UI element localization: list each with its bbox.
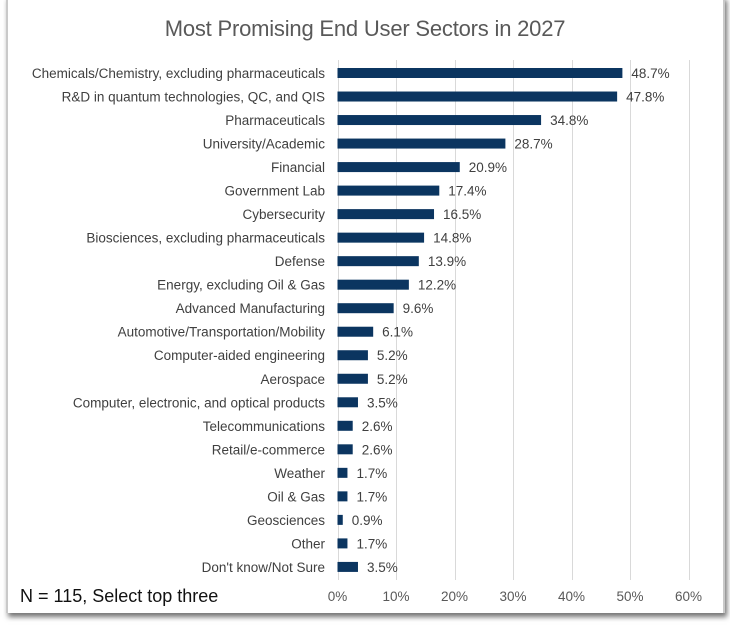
bar [337,185,440,196]
category-label: Government Lab [224,184,325,199]
bar [337,279,409,290]
category-label: Retail/e-commerce [212,442,325,457]
data-label: 0.9% [352,513,383,528]
data-label: 3.5% [367,395,398,410]
chart-title: Most Promising End User Sectors in 2027 [164,16,566,41]
category-label: Pharmaceuticals [225,113,325,128]
bar [337,326,374,337]
category-labels: Chemicals/Chemistry, excluding pharmaceu… [32,66,326,575]
data-label: 5.2% [377,372,408,387]
x-tick-label: 40% [558,589,585,604]
category-label: Geosciences [247,513,325,528]
category-label: Telecommunications [203,419,326,434]
data-label: 6.1% [382,325,413,340]
data-label: 3.5% [367,560,398,575]
category-label: Computer-aided engineering [154,348,325,363]
data-label: 48.7% [631,66,669,81]
data-label: 28.7% [514,137,552,152]
category-label: Oil & Gas [267,489,325,504]
data-label: 17.4% [448,184,486,199]
data-label: 20.9% [469,160,507,175]
category-label: Energy, excluding Oil & Gas [157,278,325,293]
category-label: Defense [275,254,325,269]
bar [337,350,368,361]
x-tick-label: 10% [382,589,409,604]
bar [337,115,542,126]
data-label: 1.7% [356,466,387,481]
bar [337,91,618,102]
data-label: 12.2% [418,278,456,293]
data-label: 16.5% [443,207,481,222]
category-label: Cybersecurity [242,207,325,222]
category-label: Aerospace [260,372,325,387]
data-label: 1.7% [356,536,387,551]
bar [337,514,343,525]
x-tick-label: 0% [328,589,348,604]
category-label: Biosciences, excluding pharmaceuticals [86,231,325,246]
x-tick-label: 60% [675,589,702,604]
category-label: Financial [271,160,325,175]
data-label: 9.6% [403,301,434,316]
x-tick-label: 50% [616,589,643,604]
bar [337,303,394,314]
bar [337,373,368,384]
bar [337,138,506,149]
data-label: 47.8% [626,90,664,105]
data-label: 2.6% [362,419,393,434]
bar [337,538,348,549]
category-label: Computer, electronic, and optical produc… [73,395,325,410]
data-label: 2.6% [362,442,393,457]
category-label: University/Academic [203,137,326,152]
bar [337,397,358,408]
sample-size-note: N = 115, Select top three [20,586,219,606]
bar [337,68,623,78]
data-label: 13.9% [428,254,466,269]
data-label: 14.8% [433,231,471,246]
bar [337,420,353,431]
data-label: 1.7% [356,489,387,504]
bar [337,561,358,572]
x-axis-tick-labels: 0% 10% 20% 30% 40% 50% 60% [328,589,702,604]
category-label: Advanced Manufacturing [176,301,325,316]
bar [337,209,435,220]
bar [337,444,353,455]
bar [337,256,419,267]
bar [337,491,348,502]
bar [337,232,425,243]
bars [337,68,623,572]
category-label: Other [291,536,325,551]
bar [337,467,348,478]
bar [337,162,460,173]
category-label: Weather [274,466,325,481]
category-label: Chemicals/Chemistry, excluding pharmaceu… [32,66,325,81]
x-tick-label: 30% [499,589,526,604]
x-tick-label: 20% [441,589,468,604]
category-label: Don't know/Not Sure [202,560,325,575]
category-label: Automotive/Transportation/Mobility [118,325,326,340]
category-label: R&D in quantum technologies, QC, and QIS [62,90,325,105]
value-labels: 48.7% 47.8% 34.8% 28.7% 20.9% 17.4% 16.5% 14.8%… [352,66,670,575]
data-label: 5.2% [377,348,408,363]
data-label: 34.8% [550,113,588,128]
